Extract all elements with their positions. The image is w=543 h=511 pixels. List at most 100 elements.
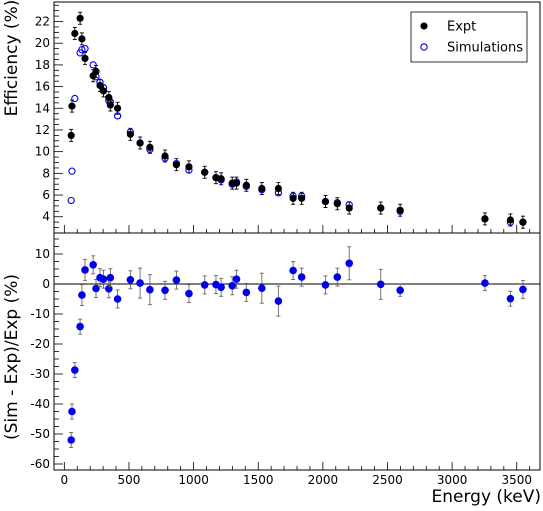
- expt-point: [106, 101, 114, 109]
- energy-x-tick-label: 1500: [243, 473, 274, 487]
- residual-point: [200, 281, 209, 289]
- efficiency-y-tick-label: 22: [35, 15, 50, 29]
- efficiency-y-tick-label: 8: [42, 166, 50, 180]
- legend-expt-label: Expt: [447, 20, 476, 35]
- energy-x-tick-label: 2500: [372, 473, 403, 487]
- residual-point: [161, 286, 169, 295]
- efficiency-y-tick-label: 6: [42, 188, 50, 202]
- simulation-point: [68, 167, 76, 175]
- expt-point: [506, 216, 515, 224]
- simulation-point: [71, 94, 79, 103]
- legend-expt-marker: [420, 22, 428, 30]
- energy-x-tick-label: 2000: [308, 473, 339, 487]
- residual-panel: -60 -50 -40 -30 -20 -10 0 10 0 500 1000 1500 2000 250…: [30, 232, 541, 487]
- legend-simulations-label: Simulations: [447, 41, 523, 56]
- energy-x-tick-label: 3500: [501, 473, 532, 487]
- simulation-point: [113, 112, 122, 120]
- residual-point: [519, 285, 527, 294]
- residual-point: [506, 294, 515, 303]
- energy-axis-label: Energy (keV): [431, 487, 541, 507]
- residual-point: [345, 259, 354, 268]
- expt-point: [76, 14, 84, 22]
- residual-y-tick-label: -20: [30, 337, 50, 351]
- efficiency-y-tick-label: 18: [35, 58, 50, 72]
- residual-point: [172, 276, 181, 284]
- residual-point: [68, 407, 76, 416]
- legend-simulations-marker: [420, 43, 428, 51]
- residual-point: [78, 291, 86, 299]
- expt-point: [289, 194, 297, 202]
- expt-point: [113, 104, 122, 112]
- residual-point: [67, 436, 75, 444]
- expt-point: [68, 102, 76, 110]
- expt-point: [201, 168, 209, 176]
- residual-point: [81, 266, 89, 274]
- residual-point: [242, 288, 251, 297]
- expt-point: [96, 81, 104, 90]
- efficiency-y-tick-label: 10: [35, 145, 50, 159]
- legend-box: [410, 11, 528, 63]
- residual-point: [289, 266, 297, 275]
- efficiency-axis-label: Efficiency (%): [2, 0, 22, 116]
- residual-y-tick-label: 0: [42, 277, 50, 291]
- simulation-point: [67, 196, 75, 205]
- simulation-point: [78, 46, 86, 54]
- efficiency-y-tick-label: 20: [35, 36, 50, 50]
- simulation-point: [81, 44, 89, 53]
- energy-x-tick-label: 0: [61, 473, 69, 487]
- residual-point: [146, 285, 154, 294]
- expt-point: [78, 35, 86, 43]
- residual-point: [106, 273, 115, 282]
- expt-point: [126, 130, 134, 138]
- residual-y-tick-label: 10: [35, 247, 50, 261]
- expt-point: [333, 200, 341, 208]
- legend: Expt Simulations: [410, 11, 528, 63]
- efficiency-y-tick-label: 14: [35, 101, 50, 115]
- residual-point: [113, 295, 122, 303]
- residual-y-tick-label: -50: [30, 427, 50, 441]
- expt-point: [321, 197, 330, 206]
- residual-point: [274, 297, 283, 305]
- residual-y-tick-label: -30: [30, 367, 50, 381]
- efficiency-y-tick-label: 12: [35, 123, 50, 137]
- expt-point: [185, 163, 193, 171]
- energy-x-tick-label: 500: [118, 473, 141, 487]
- expt-point: [242, 181, 250, 189]
- energy-x-tick-label: 1000: [178, 473, 209, 487]
- expt-point: [67, 131, 75, 139]
- residual-point: [217, 283, 225, 292]
- residual-plot-frame: [53, 232, 541, 471]
- expt-point: [377, 204, 385, 212]
- expt-point: [71, 29, 79, 38]
- residual-y-tick-label: -10: [30, 307, 50, 321]
- residual-point: [228, 282, 237, 290]
- expt-point: [136, 139, 144, 147]
- residual-point: [105, 285, 113, 293]
- residual-point: [232, 275, 241, 284]
- residual-point: [258, 284, 266, 293]
- expt-point: [161, 152, 169, 160]
- residual-point: [297, 273, 306, 281]
- energy-x-tick-label: 3000: [437, 473, 468, 487]
- residual-point: [376, 280, 385, 289]
- expt-point: [81, 54, 89, 62]
- expt-point: [274, 184, 282, 193]
- efficiency-y-tick-label: 4: [42, 210, 50, 224]
- expt-point: [519, 218, 527, 226]
- residual-point: [76, 322, 84, 331]
- residual-point: [71, 366, 79, 374]
- residual-axis-label: (Sim - Exp)/Exp (%): [2, 274, 22, 440]
- residual-point: [185, 289, 193, 298]
- expt-point: [232, 179, 241, 187]
- expt-point: [146, 143, 154, 151]
- efficiency-y-tick-label: 16: [35, 80, 50, 94]
- expt-point: [481, 215, 489, 223]
- data-points: [67, 11, 527, 448]
- residual-point: [136, 279, 144, 287]
- residual-point: [89, 261, 97, 269]
- expt-point: [396, 206, 404, 214]
- residual-point: [396, 286, 404, 295]
- residual-point: [321, 281, 330, 289]
- residual-point: [481, 279, 489, 287]
